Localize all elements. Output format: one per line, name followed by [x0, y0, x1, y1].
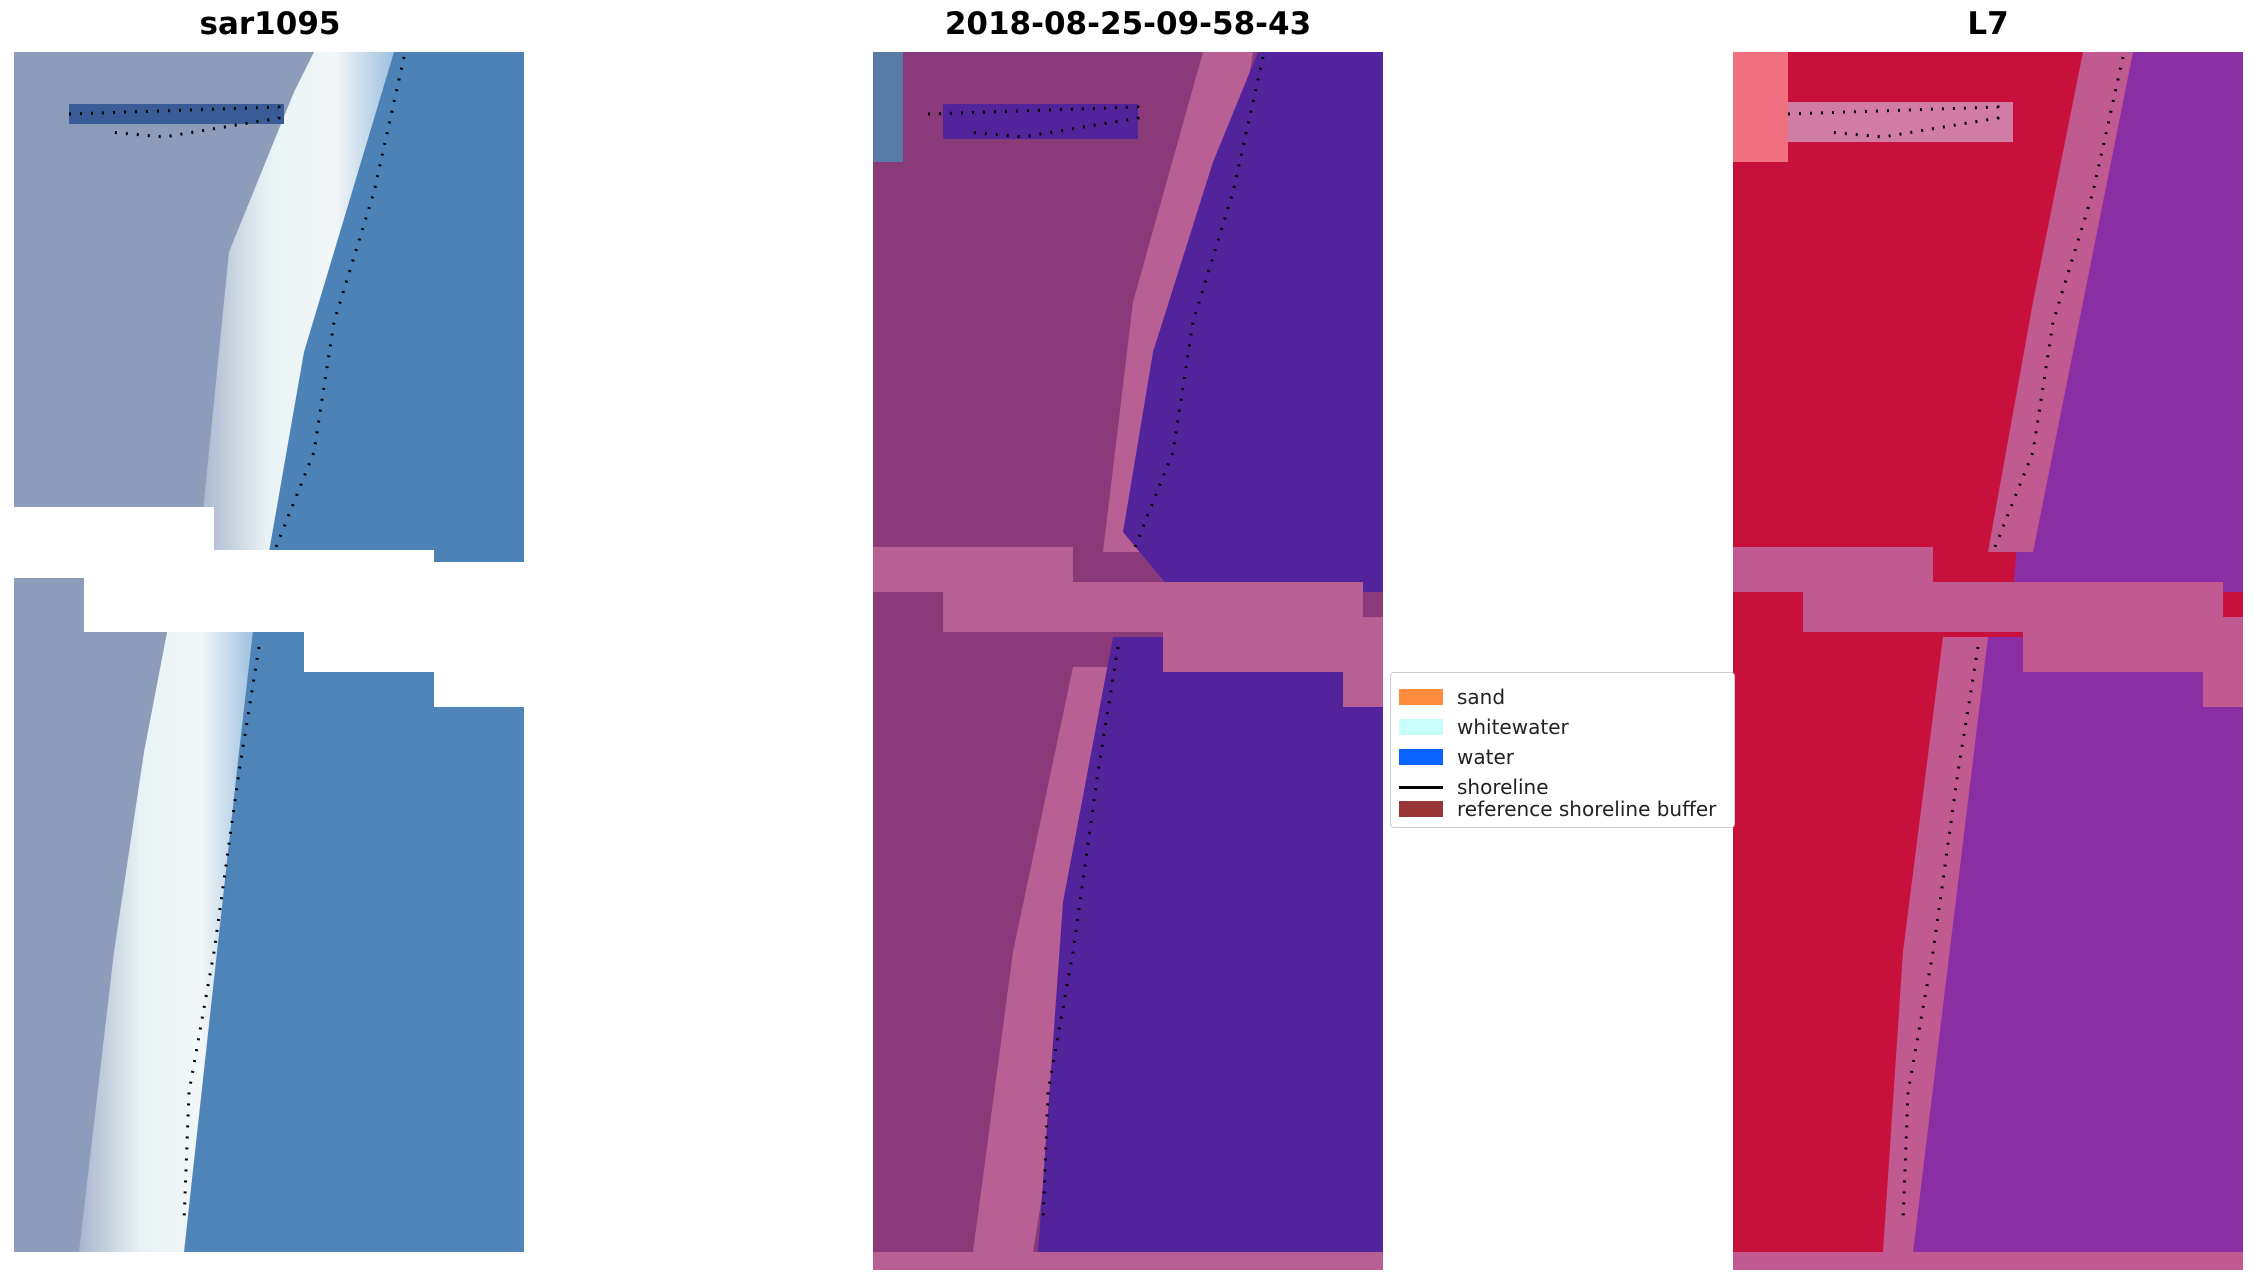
legend-label-whitewater: whitewater: [1457, 715, 1569, 739]
class-water-bottom: [1038, 637, 1383, 1252]
legend-swatch-water: [1399, 749, 1443, 765]
fc-inlet-band: [1783, 102, 2013, 142]
rgb-image-panel: [14, 52, 524, 1252]
class-shoreline: [1131, 56, 1265, 553]
rgb-inlet-dark: [69, 104, 284, 124]
class-water-top: [1123, 52, 1383, 592]
class-sand-strip-4: [1343, 652, 1383, 707]
fc-topleft-patch: [1733, 52, 1788, 162]
fc-water-bottom: [1908, 637, 2243, 1252]
classified-image-panel: [873, 52, 1383, 1270]
legend-swatch-whitewater: [1399, 719, 1443, 735]
class-shoreline-bottom: [1041, 646, 1120, 1223]
legend-swatch-buffer: [1399, 801, 1443, 817]
legend-label-sand: sand: [1457, 685, 1506, 709]
class-inlet-shoreline: [927, 105, 1140, 139]
fc-shoreline-bottom: [1901, 646, 1980, 1223]
rgb-gap-middle: [14, 550, 434, 578]
legend-swatch-shoreline: [1399, 785, 1443, 789]
class-topleft-water: [873, 52, 903, 162]
fc-shoreline: [1991, 56, 2125, 553]
rgb-water-bottom: [179, 622, 524, 1252]
legend-label-water: water: [1457, 745, 1514, 769]
legend-item-buffer: reference shoreline buffer: [1399, 797, 1716, 821]
class-bottom-strip: [873, 1252, 1383, 1270]
legend-item-whitewater: whitewater: [1399, 715, 1569, 739]
rgb-inlet-shoreline: [68, 105, 281, 139]
panel-title-rgb: sar1095: [199, 6, 341, 42]
legend-swatch-sand: [1399, 689, 1443, 705]
legend-label-shoreline: shoreline: [1457, 775, 1549, 799]
rgb-gap-right-notch: [434, 617, 524, 707]
rgb-left-notch: [14, 507, 214, 547]
legend-item-water: water: [1399, 745, 1514, 769]
legend-label-buffer: reference shoreline buffer: [1457, 797, 1717, 821]
rgb-whitewater-bottom: [79, 622, 254, 1252]
legend-item-sand: sand: [1399, 685, 1505, 709]
fc-inlet-shoreline: [1787, 105, 2000, 139]
rgb-gap-shape: [84, 562, 524, 707]
fc-strip-4: [2203, 652, 2243, 707]
panel-title-false-color: L7: [1967, 6, 2009, 42]
rgb-whitewater-top: [199, 52, 394, 552]
false-color-image-panel: [1733, 52, 2243, 1270]
legend: sand whitewater water shoreline referenc…: [1390, 672, 1735, 828]
fc-mid-band-bottom: [1883, 637, 1988, 1252]
fc-water-top: [2013, 52, 2243, 592]
rgb-shoreline: [272, 56, 406, 553]
rgb-shoreline-bottom: [182, 646, 261, 1223]
legend-item-shoreline: shoreline: [1399, 775, 1549, 799]
fc-bottom-strip: [1733, 1252, 2243, 1270]
panel-title-classified: 2018-08-25-09-58-43: [944, 6, 1312, 42]
